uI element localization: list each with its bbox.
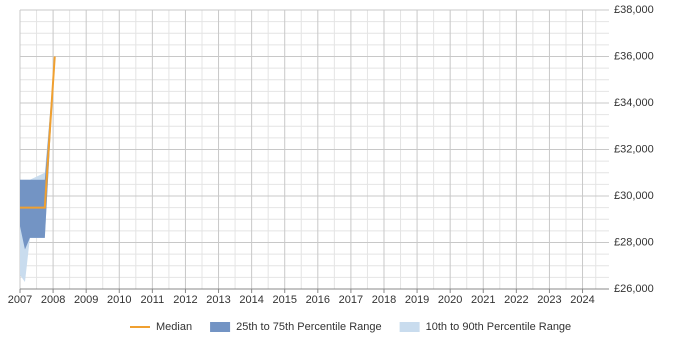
y-tick-label: £38,000 (614, 4, 654, 16)
x-tick-label: 2015 (272, 294, 296, 306)
legend-swatch (210, 322, 231, 332)
x-tick-label: 2010 (107, 294, 131, 306)
y-tick-label: £34,000 (614, 97, 654, 109)
x-tick-label: 2011 (141, 294, 165, 306)
x-tick-label: 2008 (41, 294, 65, 306)
y-tick-label: £30,000 (614, 190, 654, 202)
x-tick-label: 2009 (74, 294, 98, 306)
median-line (20, 56, 56, 209)
x-tick-label: 2020 (438, 294, 462, 306)
x-tick-label: 2017 (339, 294, 363, 306)
x-tick-label: 2016 (306, 294, 330, 306)
y-tick-label: £32,000 (614, 143, 654, 155)
legend-label: 10th to 90th Percentile Range (426, 321, 572, 333)
legend-label: Median (156, 321, 192, 333)
x-tick-label: 2023 (537, 294, 561, 306)
x-tick-label: 2012 (173, 294, 197, 306)
x-tick-label: 2014 (239, 294, 263, 306)
x-tick-label: 2019 (405, 294, 429, 306)
x-tick-label: 2024 (570, 294, 594, 306)
legend-swatch (399, 322, 420, 332)
x-tick-label: 2021 (471, 294, 495, 306)
x-tick-label: 2018 (372, 294, 396, 306)
y-tick-label: £28,000 (614, 236, 654, 248)
x-tick-label: 2013 (206, 294, 230, 306)
x-tick-label: 2022 (504, 294, 528, 306)
x-tick-label: 2007 (8, 294, 32, 306)
y-tick-label: £26,000 (614, 283, 654, 295)
legend-label: 25th to 75th Percentile Range (236, 321, 382, 333)
y-tick-label: £36,000 (614, 50, 654, 62)
